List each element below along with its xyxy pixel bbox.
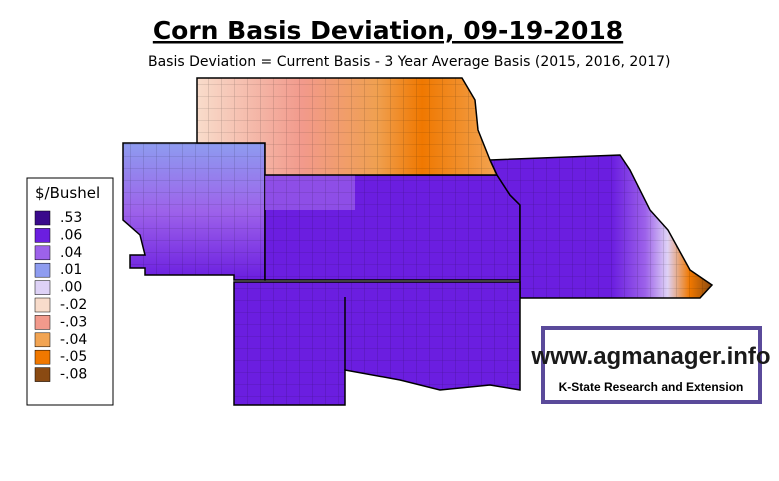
logo: www.agmanager.info K-State Research and … xyxy=(530,326,771,404)
title: Corn Basis Deviation, 09-19-2018 xyxy=(153,16,623,45)
legend-swatch xyxy=(34,367,51,382)
legend-swatch xyxy=(34,297,51,313)
legend-items: .53.06 .04.01 .00-.02-.03 -.04-.05 -.08 xyxy=(34,210,87,383)
legend-label: .06 xyxy=(60,227,82,243)
legend-label: -.08 xyxy=(60,367,87,383)
logo-box xyxy=(541,326,762,404)
legend-label: .53 xyxy=(60,210,82,226)
logo-url: www.agmanager.info xyxy=(530,343,770,370)
legend-swatch xyxy=(34,210,51,226)
legend-swatch xyxy=(34,245,51,261)
county-lines xyxy=(123,78,712,405)
legend-label: -.05 xyxy=(60,349,87,365)
legend-label: -.02 xyxy=(60,297,87,313)
legend-title: $/Bushel xyxy=(35,184,100,202)
legend-swatch xyxy=(34,262,51,278)
legend-label: .01 xyxy=(60,262,82,278)
legend-swatch xyxy=(34,349,51,365)
legend-label: -.03 xyxy=(60,314,87,330)
legend-label: .04 xyxy=(60,245,82,261)
legend-swatch xyxy=(34,228,51,243)
logo-tagline: K-State Research and Extension xyxy=(559,380,744,394)
legend-swatch xyxy=(34,315,51,330)
legend-swatch xyxy=(34,280,51,295)
subtitle: Basis Deviation = Current Basis - 3 Year… xyxy=(148,54,670,70)
map xyxy=(122,77,714,406)
legend-swatch xyxy=(34,332,51,348)
legend-label: .00 xyxy=(60,280,82,296)
legend-label: -.04 xyxy=(60,332,87,348)
legend: $/Bushel .53.06 .04.01 .00-.02-.03 -.04-.05… xyxy=(26,177,114,406)
